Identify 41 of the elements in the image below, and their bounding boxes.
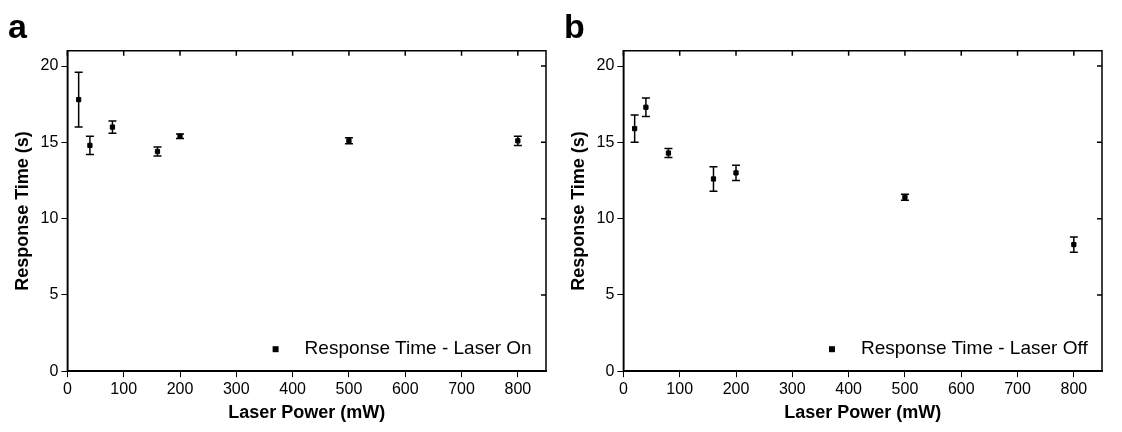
x-tick-label: 500 (891, 380, 919, 398)
y-tick-label: 15 (596, 132, 615, 150)
y-axis-title: Response Time (s) (567, 131, 588, 291)
chart-title: b (564, 6, 585, 45)
legend-label: Response Time - Laser Off (860, 337, 1089, 359)
x-tick-label: 300 (222, 380, 250, 398)
x-tick-label: 600 (391, 380, 419, 398)
y-tick-label: 10 (40, 209, 59, 227)
x-tick-label: 200 (722, 380, 750, 398)
chart-title: a (8, 6, 28, 45)
point (632, 125, 638, 132)
legend-label: Response Time - Laser On (304, 337, 532, 359)
y-tick-label: 20 (596, 56, 615, 74)
x-tick-label: 400 (835, 380, 863, 398)
x-tick-label: 600 (947, 380, 975, 398)
x-tick-label: 100 (110, 380, 138, 398)
y-axis-title: Response Time (s) (11, 131, 32, 291)
x-tick-label: 300 (778, 380, 806, 398)
y-tick-label: 5 (49, 285, 59, 303)
y-tick-label: 0 (49, 361, 59, 379)
y-tick-label: 15 (40, 132, 59, 150)
x-tick-label: 800 (1060, 380, 1088, 398)
x-tick-label: 100 (666, 380, 694, 398)
point (733, 170, 739, 176)
point (643, 104, 649, 110)
x-tick-label: 500 (335, 380, 363, 398)
x-tick-label: 700 (1004, 380, 1031, 398)
y-tick-label: 0 (605, 361, 615, 379)
x-tick-label: 800 (504, 380, 532, 398)
x-axis-title: Laser Power (mW) (228, 402, 386, 423)
point (1071, 241, 1077, 248)
x-tick-label: 200 (166, 380, 194, 398)
x-axis-title: Laser Power (mW) (784, 402, 942, 423)
y-tick-label: 5 (605, 285, 615, 303)
x-tick-label: 0 (618, 380, 628, 398)
point (710, 176, 717, 182)
y-tick-label: 20 (40, 56, 59, 74)
x-tick-label: 400 (279, 380, 307, 398)
x-tick-label: 700 (448, 380, 475, 398)
y-tick-label: 10 (596, 209, 615, 227)
x-tick-label: 0 (62, 380, 72, 398)
